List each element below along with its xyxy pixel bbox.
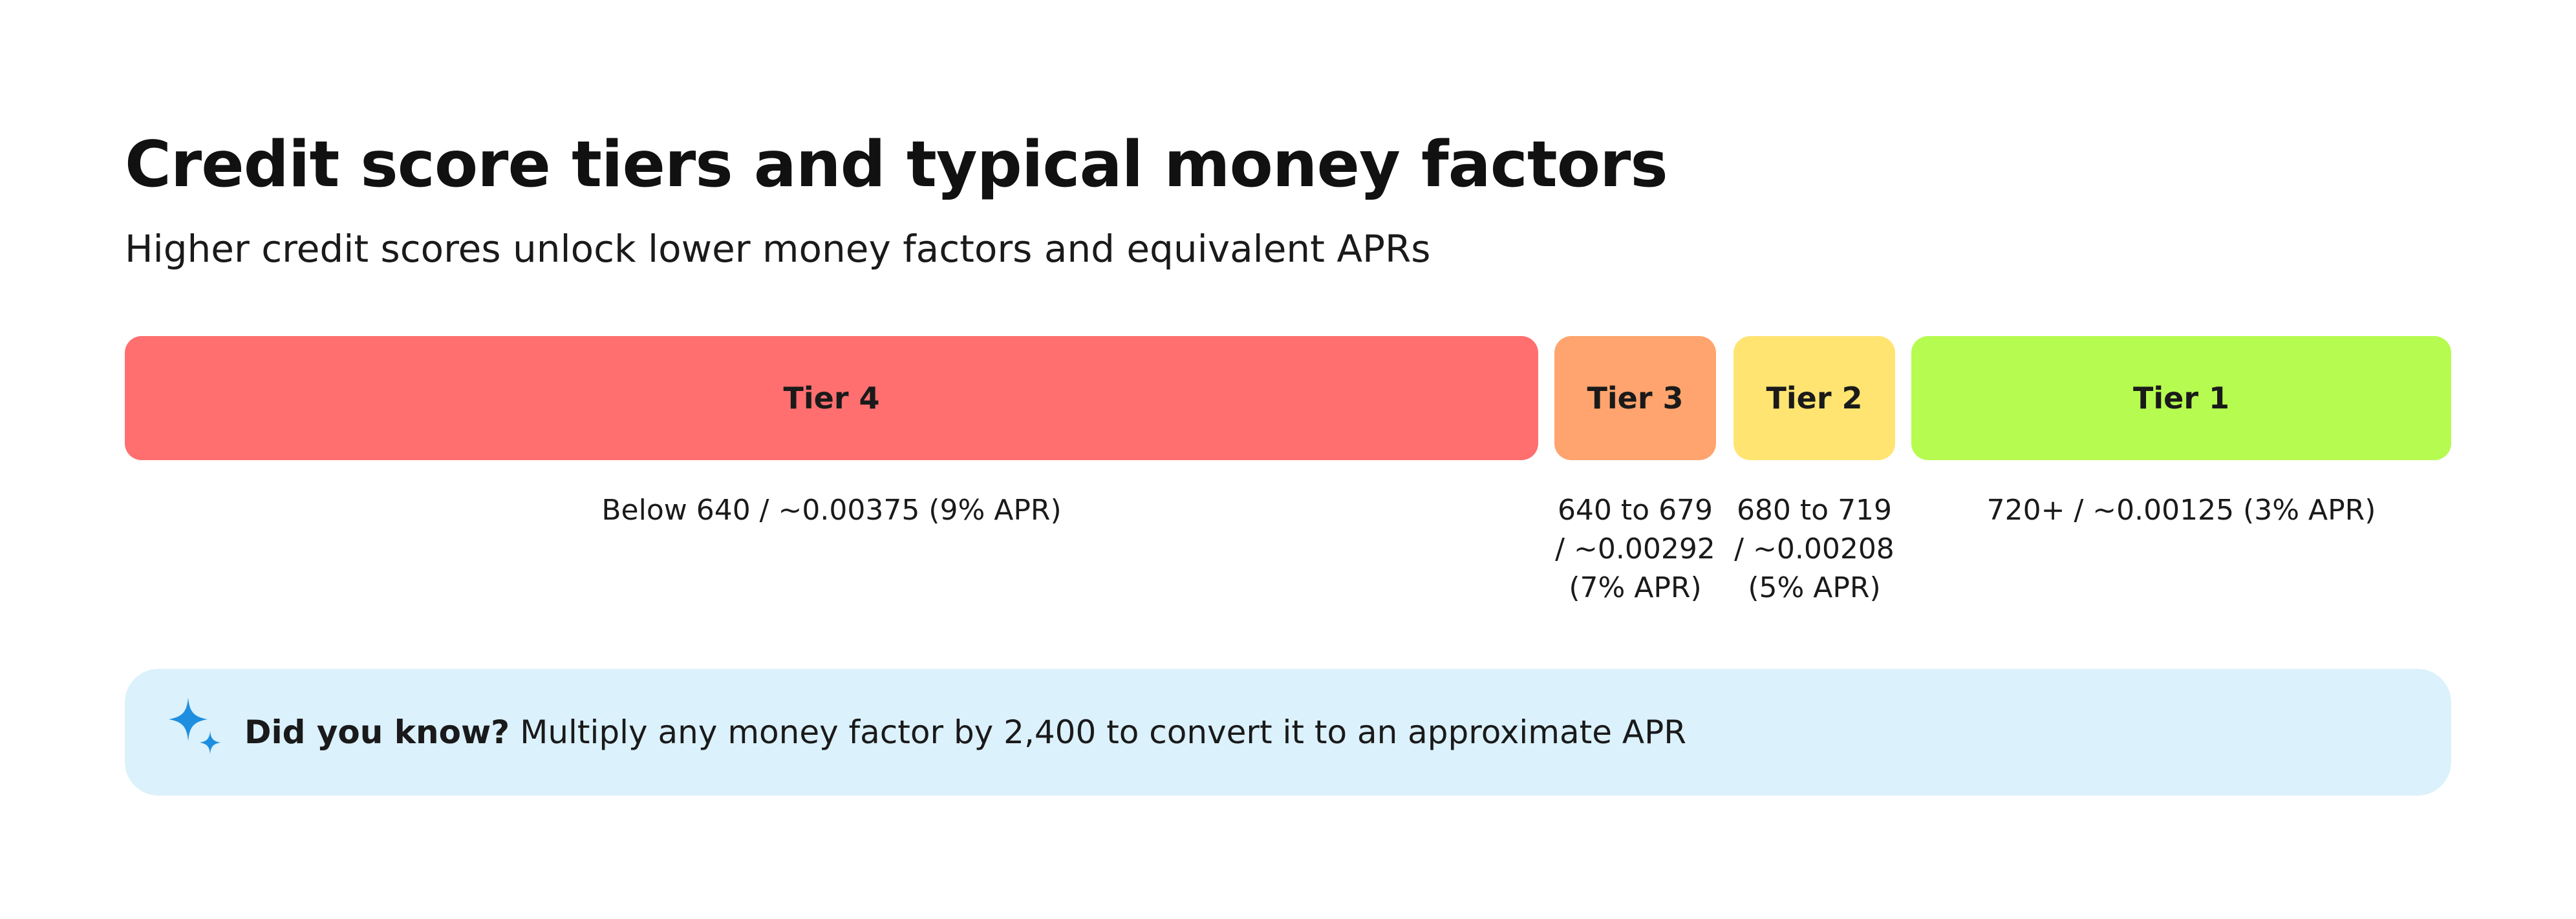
- tier-2-description: 680 to 719 / ~0.00208 (5% APR): [1734, 494, 1894, 604]
- tier-bar-row: Tier 4 Tier 3 Tier 2 Tier 1: [125, 336, 2451, 465]
- tier-4-bar: Tier 4: [125, 336, 1538, 460]
- sparkle-icon: [169, 697, 220, 754]
- tier-4-description: Below 640 / ~0.00375 (9% APR): [601, 494, 1062, 527]
- tier-1-description: 720+ / ~0.00125 (3% APR): [1986, 494, 2376, 527]
- page-title: Credit score tiers and typical money fac…: [125, 128, 1668, 202]
- did-you-know-callout: Did you know? Multiply any money factor …: [125, 669, 2451, 796]
- tier-3-bar: Tier 3: [1554, 336, 1716, 460]
- callout-text: Did you know? Multiply any money factor …: [244, 669, 1686, 796]
- tier-3-label: Tier 3: [1587, 381, 1684, 416]
- page-subtitle: Higher credit scores unlock lower money …: [125, 227, 1431, 271]
- callout-body: Multiply any money factor by 2,400 to co…: [520, 713, 1686, 751]
- tier-2-label: Tier 2: [1766, 381, 1863, 416]
- tier-4-label: Tier 4: [783, 381, 880, 416]
- callout-lead: Did you know?: [244, 713, 510, 751]
- tier-2-bar: Tier 2: [1733, 336, 1895, 460]
- tier-3-description: 640 to 679 / ~0.00292 (7% APR): [1555, 494, 1715, 604]
- tier-1-label: Tier 1: [2132, 381, 2230, 416]
- tier-1-bar: Tier 1: [1911, 336, 2451, 460]
